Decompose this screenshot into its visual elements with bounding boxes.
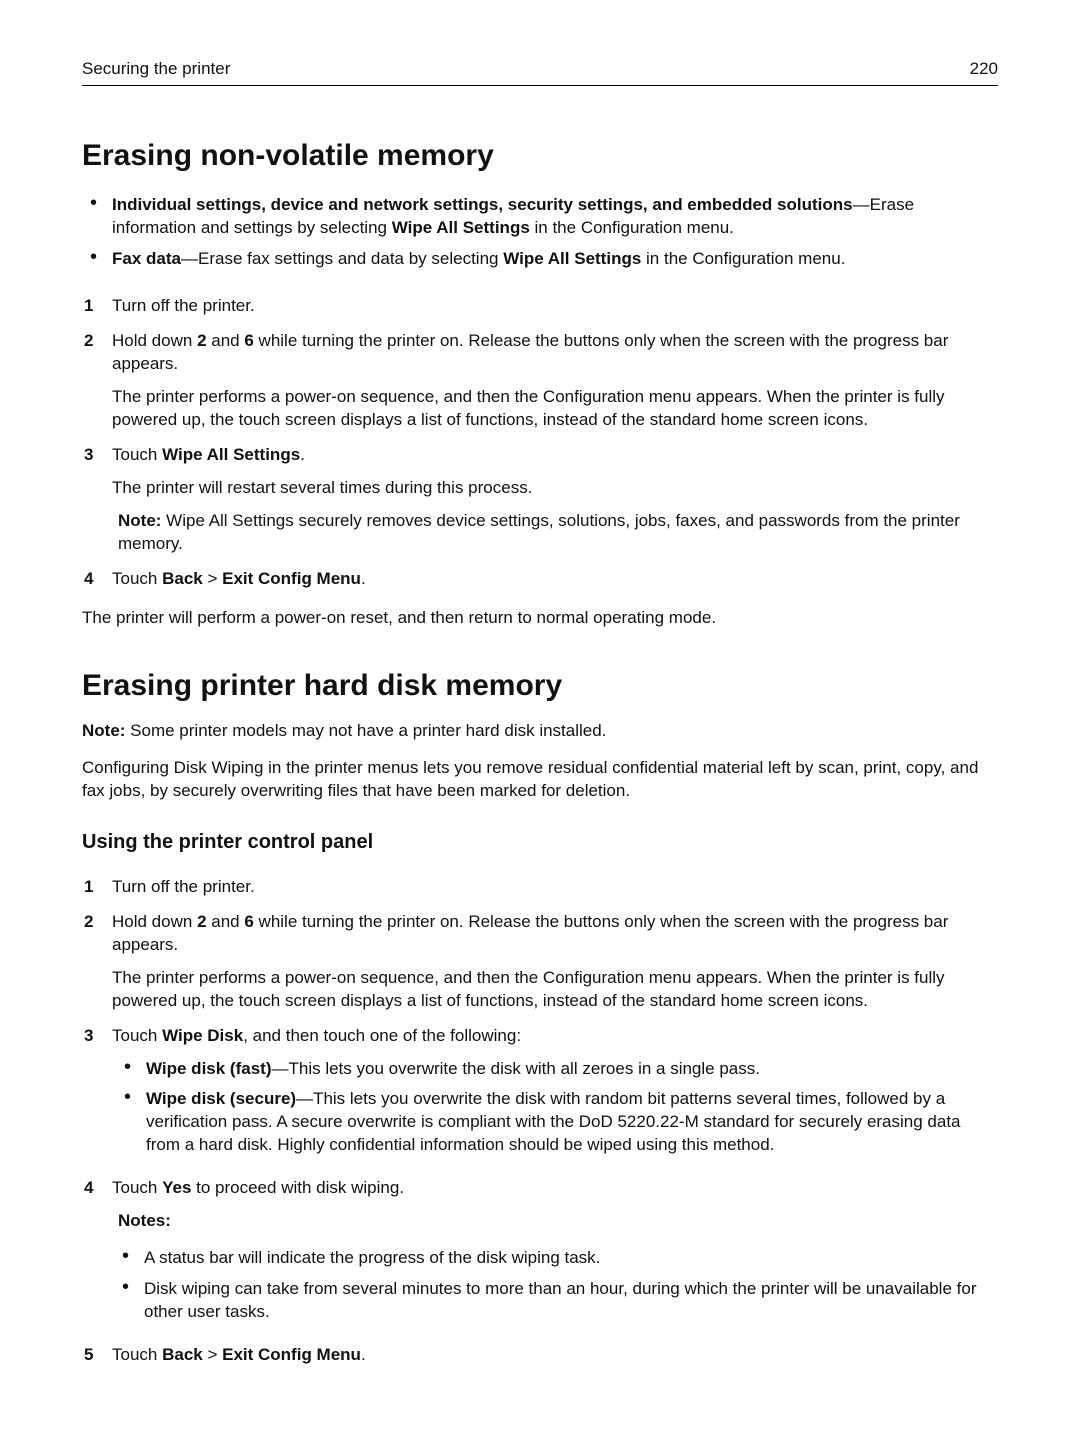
step-item: Touch Back > Exit Config Menu. <box>108 1338 998 1373</box>
step-item: Touch Wipe All Settings. The printer wil… <box>108 438 998 562</box>
step-text: Hold down <box>112 331 197 350</box>
section2-steps: Turn off the printer. Hold down 2 and 6 … <box>82 870 998 1373</box>
step-text: > <box>203 569 222 588</box>
step-text: Touch <box>112 1178 162 1197</box>
step-item: Turn off the printer. <box>108 289 998 324</box>
back-label: Back <box>162 1345 203 1364</box>
step-item: Touch Wipe Disk, and then touch one of t… <box>108 1019 998 1172</box>
step-extra-text: The printer performs a power‑on sequence… <box>112 386 998 432</box>
yes-label: Yes <box>162 1178 191 1197</box>
note-label: Note: <box>118 511 161 530</box>
list-item: Fax data—Erase fax settings and data by … <box>108 244 998 275</box>
bullet-text: in the Configuration menu. <box>641 249 845 268</box>
exit-config-menu-label: Exit Config Menu <box>222 569 361 588</box>
note-body: Wipe All Settings securely removes devic… <box>118 511 960 553</box>
section2-note: Note: Some printer models may not have a… <box>82 720 998 743</box>
list-item: A status bar will indicate the progress … <box>140 1243 998 1274</box>
bullet-strong: Individual settings, device and network … <box>112 195 853 214</box>
section2-intro: Configuring Disk Wiping in the printer m… <box>82 757 998 803</box>
step-text: . <box>300 445 305 464</box>
note-body: Some printer models may not have a print… <box>125 721 606 740</box>
wipe-disk-label: Wipe Disk <box>162 1026 243 1045</box>
key-6: 6 <box>244 331 253 350</box>
step-text: Touch <box>112 1345 162 1364</box>
step-text: > <box>203 1345 222 1364</box>
bullet-text: —Erase fax settings and data by selectin… <box>181 249 503 268</box>
step-text: Hold down <box>112 912 197 931</box>
note-label: Note: <box>82 721 125 740</box>
step-text: to proceed with disk wiping. <box>191 1178 404 1197</box>
back-label: Back <box>162 569 203 588</box>
bullet-text: in the Configuration menu. <box>530 218 734 237</box>
section1-heading: Erasing non‑volatile memory <box>82 136 998 177</box>
section2-heading: Erasing printer hard disk memory <box>82 666 998 707</box>
step-text: and <box>207 331 245 350</box>
step-text: , and then touch one of the following: <box>243 1026 521 1045</box>
step-item: Turn off the printer. <box>108 870 998 905</box>
note-block: Note: Wipe All Settings securely removes… <box>112 510 998 556</box>
notes-label: Notes: <box>118 1211 171 1230</box>
step-text: Turn off the printer. <box>112 296 255 315</box>
step-extra-text: The printer performs a power‑on sequence… <box>112 967 998 1013</box>
step-item: Hold down 2 and 6 while turning the prin… <box>108 324 998 438</box>
section1-tail: The printer will perform a power‑on rese… <box>82 607 998 630</box>
wipe-all-settings-label: Wipe All Settings <box>503 249 641 268</box>
running-header: Securing the printer 220 <box>82 58 998 86</box>
section1-steps: Turn off the printer. Hold down 2 and 6 … <box>82 289 998 596</box>
step-text: Turn off the printer. <box>112 877 255 896</box>
header-title: Securing the printer <box>82 58 230 81</box>
header-page-number: 220 <box>970 58 998 81</box>
step-text: Touch <box>112 445 162 464</box>
step-item: Touch Back > Exit Config Menu. <box>108 562 998 597</box>
step-text: Touch <box>112 1026 162 1045</box>
step-text: Touch <box>112 569 162 588</box>
note-text: Disk wiping can take from several minute… <box>144 1279 976 1321</box>
step-text: . <box>361 1345 366 1364</box>
option-text: —This lets you overwrite the disk with a… <box>271 1059 759 1078</box>
exit-config-menu-label: Exit Config Menu <box>222 1345 361 1364</box>
section2-subhead: Using the printer control panel <box>82 829 998 856</box>
list-item: Wipe disk (secure)—This lets you overwri… <box>142 1084 998 1161</box>
step-extra-text: The printer will restart several times d… <box>112 477 998 500</box>
list-item: Disk wiping can take from several minute… <box>140 1274 998 1328</box>
wipe-options-list: Wipe disk (fast)—This lets you overwrite… <box>112 1054 998 1162</box>
key-6: 6 <box>244 912 253 931</box>
bullet-strong: Fax data <box>112 249 181 268</box>
list-item: Wipe disk (fast)—This lets you overwrite… <box>142 1054 998 1085</box>
notes-block: Notes: A status bar will indicate the pr… <box>112 1210 998 1328</box>
key-2: 2 <box>197 912 206 931</box>
key-2: 2 <box>197 331 206 350</box>
wipe-all-settings-label: Wipe All Settings <box>392 218 530 237</box>
step-text: . <box>361 569 366 588</box>
note-text: A status bar will indicate the progress … <box>144 1248 600 1267</box>
step-item: Hold down 2 and 6 while turning the prin… <box>108 905 998 1019</box>
wipe-all-settings-label: Wipe All Settings <box>162 445 300 464</box>
step-item: Touch Yes to proceed with disk wiping. N… <box>108 1171 998 1338</box>
notes-list: A status bar will indicate the progress … <box>118 1243 998 1328</box>
wipe-secure-label: Wipe disk (secure) <box>146 1089 296 1108</box>
list-item: Individual settings, device and network … <box>108 190 998 244</box>
section1-bullet-list: Individual settings, device and network … <box>82 190 998 275</box>
step-text: and <box>207 912 245 931</box>
wipe-fast-label: Wipe disk (fast) <box>146 1059 271 1078</box>
